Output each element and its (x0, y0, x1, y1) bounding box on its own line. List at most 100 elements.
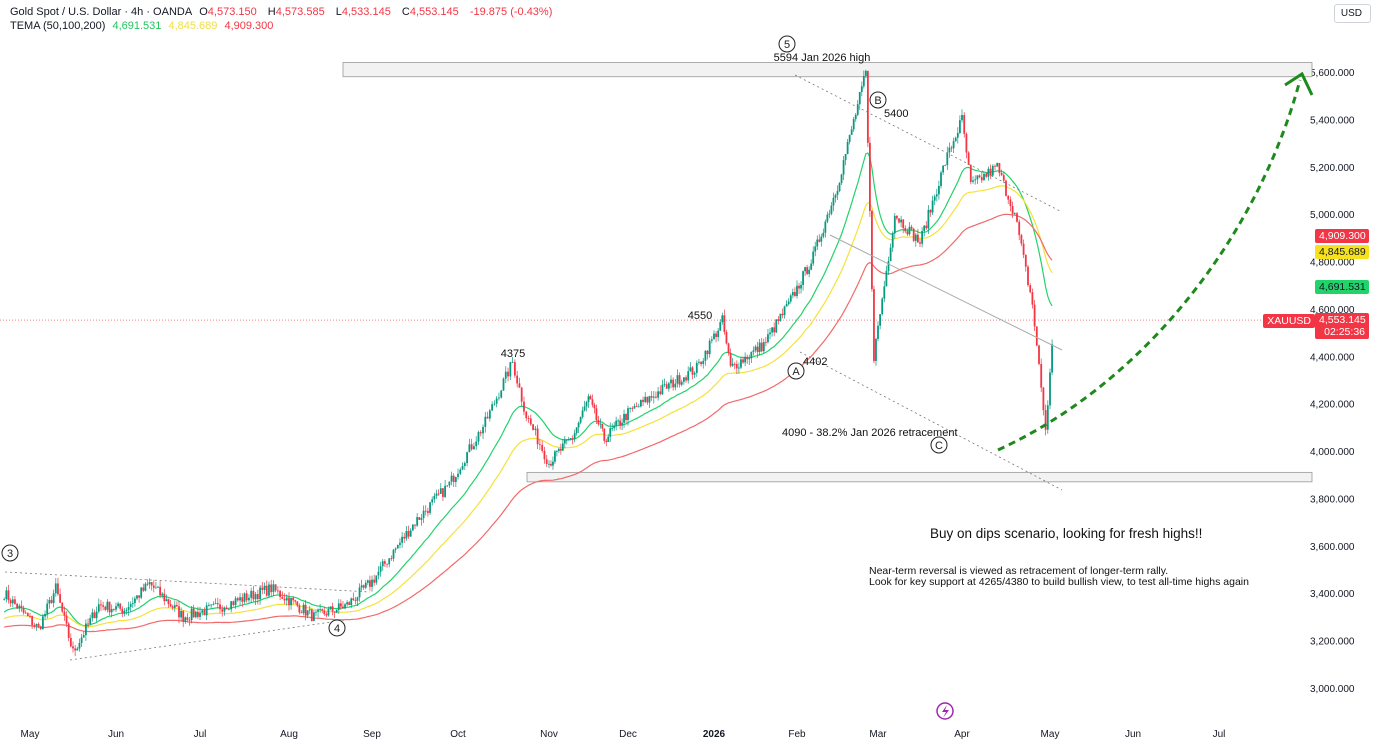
candle-body (67, 623, 70, 638)
candle-body (529, 418, 532, 425)
candle-body (131, 603, 134, 605)
triangle-lower-line (69, 619, 346, 661)
candle-body (687, 371, 690, 381)
candle-body (352, 598, 355, 601)
candle-body (221, 609, 224, 612)
candle-body (108, 601, 111, 613)
candle-body (695, 362, 698, 373)
candle-body (239, 597, 241, 601)
candle-body (773, 327, 776, 333)
candle-body (587, 396, 590, 403)
candle-body (95, 611, 98, 619)
candle-body (715, 333, 717, 337)
last-price-tag: 4,553.145 02:25:36 (1315, 313, 1369, 339)
candle-body (629, 408, 632, 409)
candle-body (948, 147, 951, 153)
y-tick-label: 4,200.000 (1310, 400, 1355, 411)
ohlc-high: H4,573.585 (268, 6, 329, 18)
candle-body (48, 599, 51, 604)
candle-body (561, 443, 564, 451)
candle-body (1042, 387, 1045, 411)
candle-body (575, 427, 578, 434)
candle-body (205, 605, 208, 616)
candle-body (138, 595, 140, 598)
candle-body (22, 607, 25, 613)
candle-body (165, 599, 168, 602)
candle-body (601, 423, 604, 429)
candle-body (42, 616, 44, 629)
candle-body (1049, 372, 1051, 406)
candle-body (976, 175, 979, 180)
candle-body (369, 580, 371, 587)
candle-body (735, 364, 738, 369)
candle-body (996, 163, 999, 167)
candle-body (176, 605, 178, 607)
label-retracement: 4090 - 38.2% Jan 2026 retracement (782, 427, 958, 439)
y-tick-label: 4,000.000 (1310, 447, 1355, 458)
label-4550: 4550 (688, 310, 712, 322)
wave-a-label-circle (787, 362, 805, 380)
candle-body (331, 606, 334, 612)
candle-body (987, 168, 990, 177)
candle-body (858, 91, 861, 105)
candle-body (265, 585, 268, 596)
candle-body (3, 599, 6, 600)
candle-body (552, 461, 554, 466)
candle-body (563, 440, 566, 444)
candle-body (781, 313, 784, 316)
candle-body (150, 582, 153, 586)
candle-body (777, 319, 780, 321)
candle-body (623, 413, 625, 423)
candle-body (665, 384, 668, 389)
candle-body (248, 597, 250, 601)
bar-countdown: 02:25:36 (1324, 326, 1365, 338)
y-tick-label: 4,600.000 (1310, 305, 1355, 316)
candle-body (516, 375, 519, 384)
candle-body (1033, 304, 1036, 327)
candle-body (565, 439, 568, 441)
candle-body (541, 444, 544, 451)
candle-body (263, 585, 266, 590)
candle-body (667, 383, 670, 389)
candle-body (729, 352, 732, 366)
candle-body (693, 372, 696, 375)
candle-body (33, 625, 36, 626)
candle-body (883, 286, 886, 299)
candle-body (212, 604, 215, 605)
candle-body (871, 211, 873, 290)
candle-body (569, 438, 572, 440)
candle-body (356, 597, 359, 601)
candle-body (80, 637, 83, 643)
candle-body (46, 603, 49, 614)
candle-body (454, 476, 457, 482)
support-resistance-zone (526, 471, 1313, 483)
candle-body (360, 585, 363, 588)
currency-button[interactable]: USD (1333, 4, 1371, 23)
candle-body (388, 558, 391, 565)
candle-body (157, 586, 159, 588)
wave-5-label: 5 (784, 39, 790, 51)
support-resistance-zone (342, 62, 1313, 78)
candle-body (509, 362, 512, 377)
wave-c-label: C (935, 440, 943, 452)
candle-body (491, 404, 494, 411)
candle-body (898, 218, 900, 223)
candle-body (44, 613, 46, 617)
candle-body (203, 610, 206, 616)
tema200-price-tag: 4,909.300 (1315, 229, 1369, 243)
candle-body (61, 602, 64, 612)
candle-body (834, 194, 837, 198)
wave-3-label: 3 (7, 548, 13, 560)
candle-body (236, 598, 239, 601)
indicator-legend[interactable]: TEMA (50,100,200) 4,691.531 4,845.689 4,… (10, 20, 277, 32)
candle-body (290, 598, 292, 606)
candle-body (182, 611, 185, 622)
candle-body (477, 432, 480, 442)
candle-body (689, 367, 692, 372)
candle-body (906, 231, 909, 235)
candle-body (820, 236, 823, 242)
note-line-2: Look for key support at 4265/4380 to bui… (869, 576, 1249, 588)
candle-body (232, 601, 235, 606)
candle-body (536, 428, 539, 445)
